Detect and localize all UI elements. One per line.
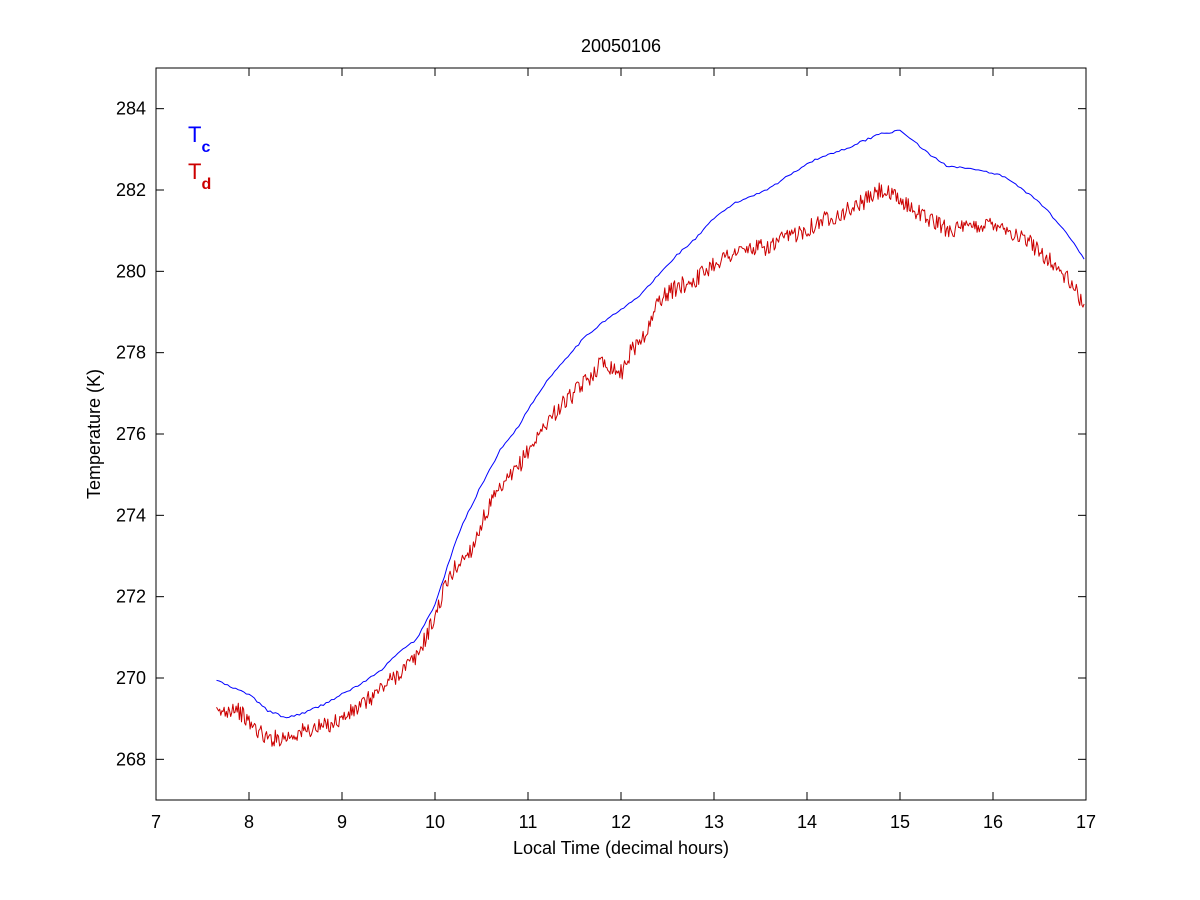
series-layer [216,129,1085,747]
x-tick-label: 10 [425,812,445,832]
y-tick-label: 274 [116,505,146,525]
series-line-Td [216,182,1085,747]
y-tick-label: 268 [116,749,146,769]
x-tick-label: 16 [983,812,1003,832]
y-tick-label: 284 [116,99,146,119]
tick-layer: 7 8 9 10 11 12 13 14 15 16 17 268 270 272 274 276 278 280… [116,68,1096,832]
x-tick-label: 15 [890,812,910,832]
x-tick-label: 11 [519,812,538,832]
y-tick-label: 278 [116,343,146,363]
y-tick-label: 270 [116,668,146,688]
x-tick-label: 12 [611,812,631,832]
x-tick-label: 17 [1076,812,1096,832]
y-tick-label: 282 [116,180,146,200]
series-line-Tc [216,129,1085,719]
x-tick-label: 7 [151,812,161,832]
y-tick-label: 272 [116,587,146,607]
y-tick-label: 280 [116,261,146,281]
x-axis-label: Local Time (decimal hours) [513,838,729,858]
chart-title: 20050106 [581,36,661,56]
x-tick-label: 13 [704,812,724,832]
y-axis-label: Temperature (K) [84,369,104,499]
x-tick-label: 14 [797,812,817,832]
x-tick-label: 8 [244,812,254,832]
y-tick-label: 276 [116,424,146,444]
x-tick-label: 9 [337,812,347,832]
